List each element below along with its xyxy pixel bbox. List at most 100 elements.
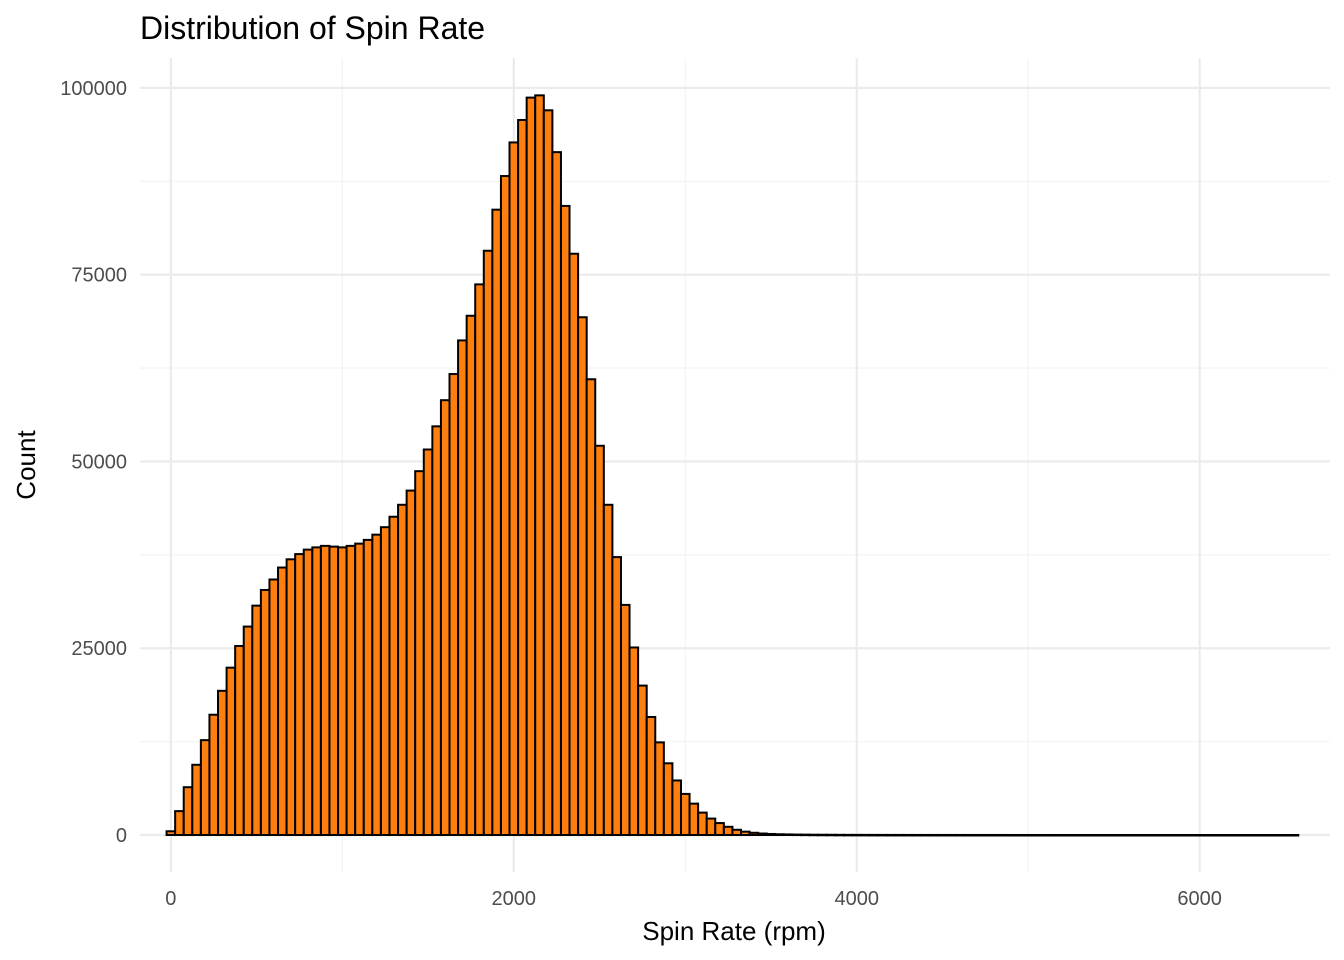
histogram-bar [1100, 834, 1111, 837]
histogram-bar [534, 94, 545, 837]
histogram-bar [800, 833, 811, 837]
histogram-bar [499, 175, 511, 837]
histogram-bar [877, 833, 888, 837]
histogram-bar [808, 833, 820, 837]
histogram-bar [980, 833, 991, 837]
histogram-bar [602, 503, 614, 837]
histogram-bar [422, 448, 434, 837]
histogram-bar [1220, 834, 1231, 837]
histogram-bar [1014, 833, 1025, 837]
histogram-bar [491, 208, 502, 837]
histogram-bar [397, 503, 408, 837]
histogram-bar [1031, 833, 1043, 837]
histogram-bar [208, 713, 220, 837]
histogram-bar [679, 792, 691, 837]
histogram-bar [525, 96, 537, 837]
histogram-bar [1091, 834, 1103, 837]
histogram-bar [937, 833, 948, 837]
histogram-bar [311, 546, 322, 837]
histogram-bar [945, 833, 957, 837]
histogram-bar [1117, 834, 1128, 837]
histogram-bar [825, 833, 837, 837]
x-tick-label: 2000 [492, 888, 537, 910]
histogram-bar [1245, 834, 1257, 837]
histogram-bar [508, 141, 520, 837]
histogram-bar [782, 833, 794, 837]
histogram-bar [225, 666, 237, 837]
histogram-bar [988, 833, 1000, 837]
histogram-bar [457, 339, 468, 837]
chart-title: Distribution of Spin Rate [140, 10, 485, 46]
histogram-bar [1237, 834, 1248, 837]
histogram-bar [362, 538, 374, 837]
histogram-bar [1082, 834, 1094, 837]
histogram-bar [242, 625, 254, 837]
histogram-bar [911, 833, 923, 837]
histogram-bar [1211, 834, 1223, 837]
histogram-bar [1202, 834, 1214, 837]
histogram-bar [1168, 834, 1180, 837]
y-tick-label: 75000 [71, 265, 127, 287]
histogram-bar [388, 515, 400, 837]
histogram-bar [714, 822, 725, 837]
histogram-bar [962, 833, 974, 837]
histogram-bar [671, 779, 682, 837]
histogram-bar [379, 526, 391, 837]
histogram-bar [1040, 833, 1051, 837]
histogram-bar [268, 578, 280, 837]
histogram-bar [1228, 834, 1240, 837]
y-axis-tick-labels: 0 25000 50000 75000 100000 [60, 78, 127, 847]
histogram-bar [1288, 834, 1300, 837]
histogram-bar [774, 833, 785, 837]
histogram-bar [251, 604, 262, 837]
y-tick-label: 0 [116, 825, 127, 847]
histogram-bar [482, 249, 494, 837]
histogram-bar [559, 204, 571, 837]
histogram-bar [345, 544, 357, 837]
histogram-bar [1125, 834, 1137, 837]
histogram-bar [191, 763, 202, 837]
histogram-bar [577, 316, 588, 837]
histogram-bar [1177, 834, 1188, 837]
histogram-bar [465, 314, 477, 837]
histogram-bar [1048, 833, 1060, 837]
histogram-bar [551, 151, 562, 837]
histogram-bar [174, 810, 185, 837]
histogram-bar [371, 533, 382, 837]
histogram-bar [637, 684, 648, 837]
histogram-bar [765, 832, 777, 837]
x-axis-tick-labels: 0 2000 4000 6000 [165, 888, 1222, 910]
histogram-bar [1005, 833, 1017, 837]
histogram-bar [1185, 834, 1197, 837]
histogram-bar [199, 739, 211, 837]
y-tick-label: 25000 [71, 638, 127, 660]
histogram-bar [285, 558, 297, 837]
histogram-bar [585, 378, 597, 837]
histogram-bar [234, 644, 245, 837]
histogram-bar [971, 833, 983, 837]
histogram-bar [448, 373, 460, 837]
histogram-bar [860, 833, 871, 837]
histogram-bar [414, 470, 425, 837]
y-axis-title: Count [11, 430, 41, 500]
histogram-bar [722, 825, 734, 837]
histogram-bar [954, 833, 965, 837]
histogram-bar [1108, 834, 1120, 837]
histogram-bar [354, 542, 365, 837]
x-tick-label: 6000 [1177, 888, 1222, 910]
histogram-bar [182, 786, 194, 837]
histogram-bar [542, 109, 554, 837]
histogram-bar [568, 252, 580, 837]
x-tick-label: 4000 [834, 888, 879, 910]
histogram-bar [319, 544, 331, 837]
histogram-bar [328, 545, 340, 837]
histogram-bar [902, 833, 914, 837]
histogram-bar [757, 832, 768, 837]
histogram-bar [740, 830, 751, 837]
histogram-bar [1151, 834, 1163, 837]
histogram-bar [628, 646, 640, 837]
y-tick-label: 100000 [60, 78, 127, 100]
histogram-bar [474, 283, 485, 837]
histogram-bar [1057, 833, 1068, 837]
